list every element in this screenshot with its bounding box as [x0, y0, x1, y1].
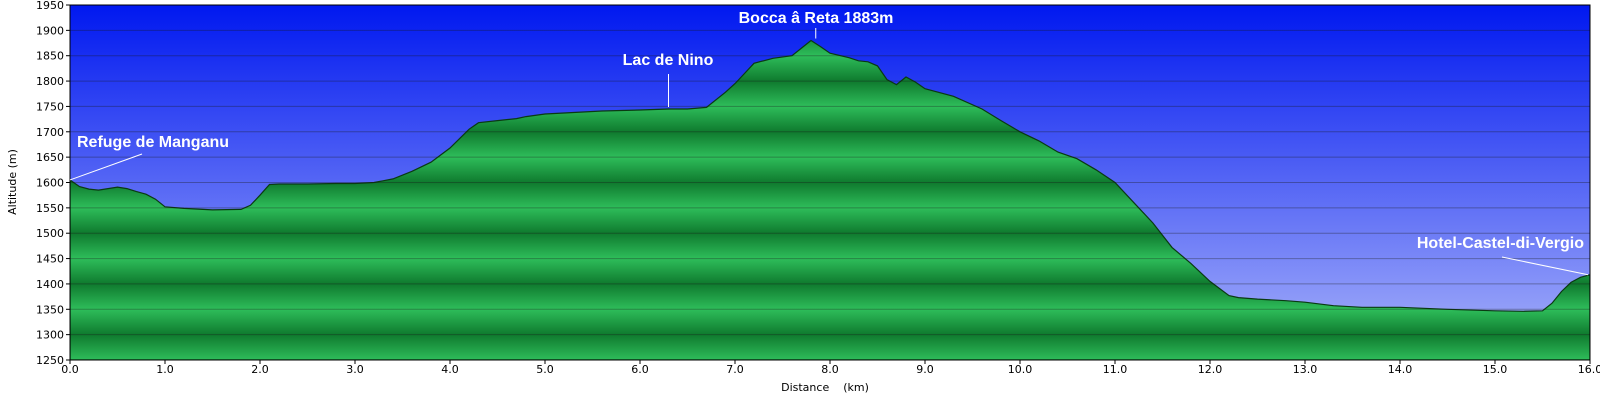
x-tick-label: 8.0: [821, 363, 839, 376]
x-tick-label: 2.0: [251, 363, 269, 376]
y-tick-label: 1400: [36, 278, 64, 291]
x-tick-label: 7.0: [726, 363, 744, 376]
y-tick-label: 1300: [36, 329, 64, 342]
annotation-label: Lac de Nino: [623, 52, 714, 69]
y-axis-title: Altitude (m): [6, 149, 19, 215]
y-tick-label: 1600: [36, 177, 64, 190]
x-tick-label: 5.0: [536, 363, 554, 376]
x-tick-label: 0.0: [61, 363, 79, 376]
x-tick-label: 1.0: [156, 363, 174, 376]
y-axis: 1250 1300 1350 1400 1450 1500 1550 1600 1650 1700…: [36, 0, 70, 367]
x-tick-label: 10.0: [1008, 363, 1033, 376]
x-tick-label: 16.0: [1578, 363, 1600, 376]
y-tick-label: 1900: [36, 24, 64, 37]
terrain-area: [70, 39, 1590, 360]
y-tick-label: 1550: [36, 202, 64, 215]
x-axis-title: Distance (km): [781, 381, 869, 394]
x-tick-label: 14.0: [1388, 363, 1413, 376]
y-tick-label: 1500: [36, 227, 64, 240]
annotation-leader: [1501, 256, 1589, 276]
x-tick-label: 3.0: [346, 363, 364, 376]
annotation-layer: Refuge de Manganu Lac de Nino Bocca â Reta…: [69, 10, 1589, 276]
y-tick-label: 1800: [36, 75, 64, 88]
annotation-label: Bocca â Reta 1883m: [739, 10, 894, 27]
y-tick-label: 1950: [36, 0, 64, 12]
y-tick-label: 1450: [36, 253, 64, 266]
y-tick-label: 1650: [36, 151, 64, 164]
x-axis: 0.0 1.0 2.0 3.0 4.0 5.0 6.0 7.0 8.0 9.0 10.0 11.0 12…: [61, 360, 1600, 376]
x-tick-label: 4.0: [441, 363, 459, 376]
x-tick-label: 6.0: [631, 363, 649, 376]
terrain-layer: [70, 39, 1590, 360]
y-tick-label: 1250: [36, 354, 64, 367]
annotation-label: Hotel-Castel-di-Vergio: [1417, 235, 1584, 252]
y-tick-label: 1850: [36, 50, 64, 63]
x-tick-label: 9.0: [916, 363, 934, 376]
x-tick-label: 12.0: [1198, 363, 1223, 376]
x-tick-label: 13.0: [1293, 363, 1318, 376]
x-tick-label: 11.0: [1103, 363, 1128, 376]
y-tick-label: 1700: [36, 126, 64, 139]
annotation-label: Refuge de Manganu: [77, 134, 229, 151]
annotation-leader: [69, 153, 143, 181]
y-tick-label: 1750: [36, 100, 64, 113]
x-tick-label: 15.0: [1483, 363, 1508, 376]
y-tick-label: 1350: [36, 303, 64, 316]
